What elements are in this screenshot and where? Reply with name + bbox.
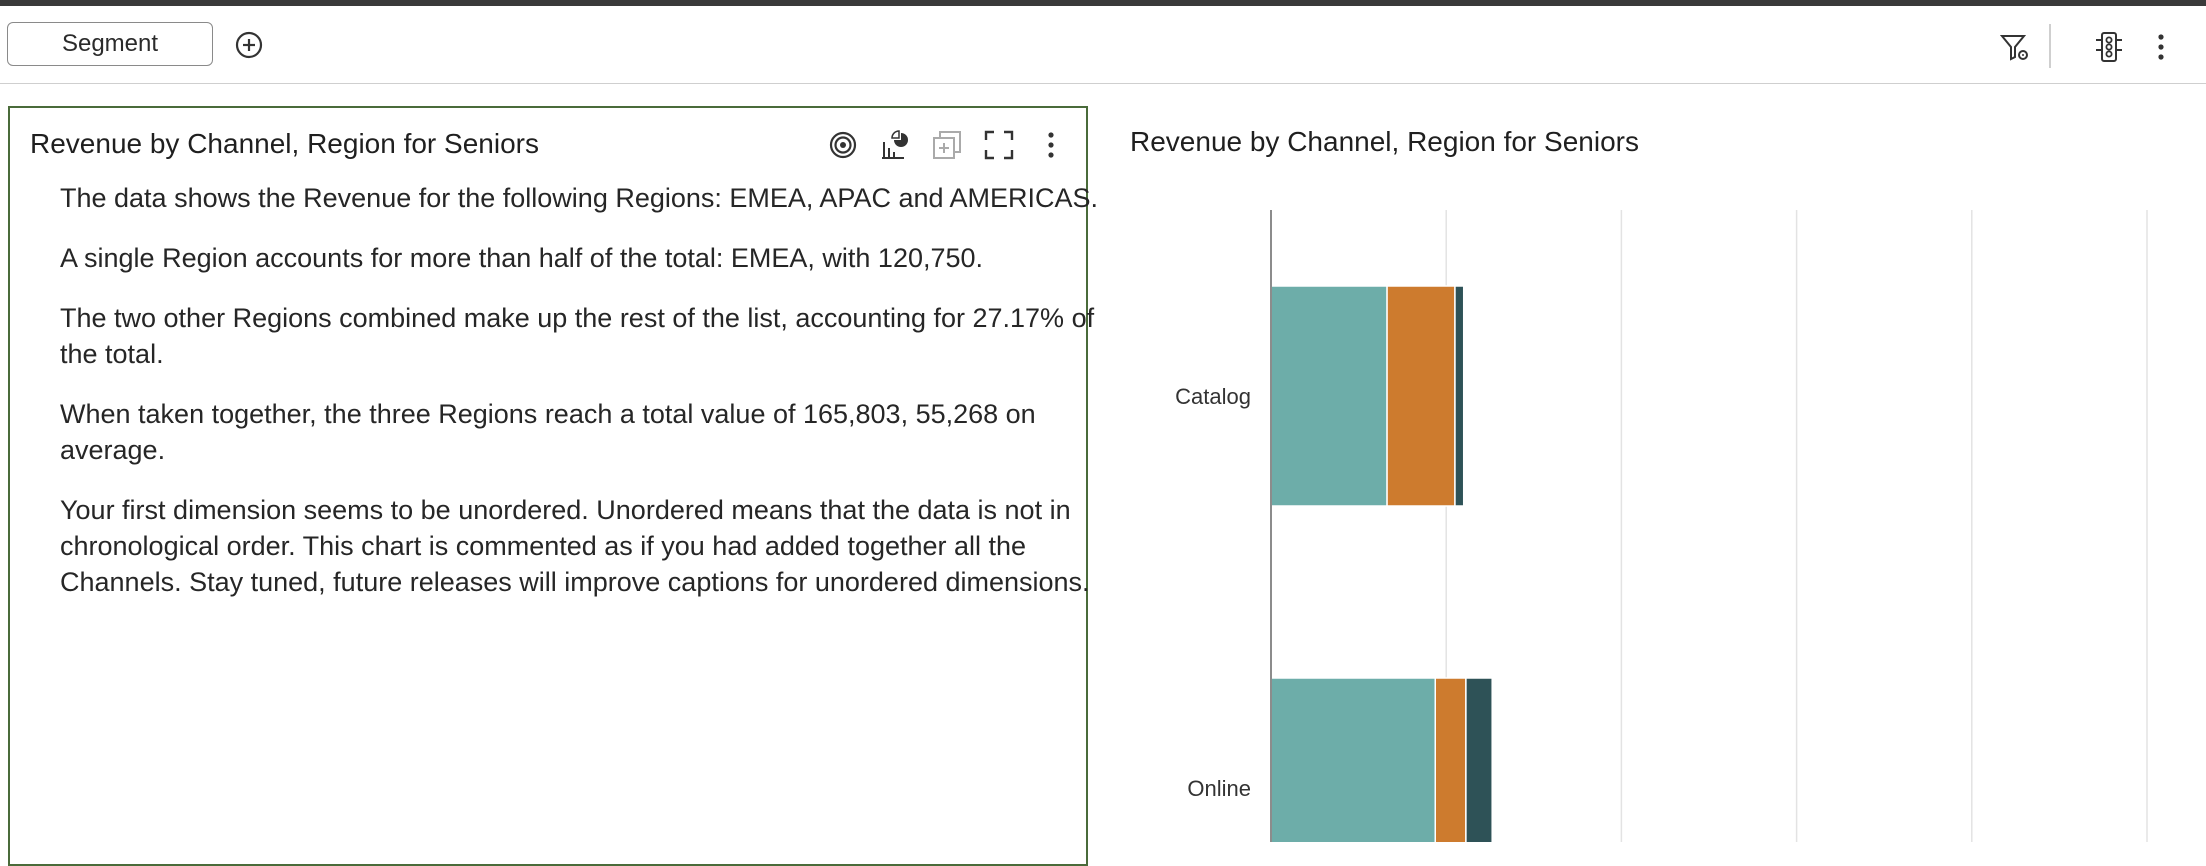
category-label: Catalog: [1175, 384, 1251, 409]
segment-button[interactable]: Segment: [7, 22, 213, 66]
filter-settings-icon[interactable]: [1998, 30, 2032, 64]
narrative-paragraph: Your first dimension seems to be unorder…: [60, 495, 1090, 597]
add-circle-icon[interactable]: [234, 30, 264, 60]
narrative-paragraph: A single Region accounts for more than h…: [60, 243, 984, 273]
toolbar-separator: [2049, 24, 2051, 68]
narrative-panel[interactable]: Revenue by Channel, Region for Seniors T…: [8, 106, 1098, 866]
more-vertical-icon[interactable]: [2144, 30, 2178, 64]
bar-segment[interactable]: [1270, 285, 1388, 507]
top-border: [0, 0, 2206, 6]
chart-title: Revenue by Channel, Region for Seniors: [1130, 126, 1639, 157]
narrative-text: The data shows the Revenue for the follo…: [60, 180, 1100, 624]
toolbar: Segment: [0, 6, 2206, 84]
bar-segment[interactable]: [1386, 285, 1456, 507]
traffic-light-icon[interactable]: [2092, 30, 2126, 64]
bar-segment[interactable]: [1270, 677, 1436, 842]
narrative-paragraph: The two other Regions combined make up t…: [60, 303, 1095, 369]
bar-segment[interactable]: [1434, 677, 1467, 842]
bar-chart[interactable]: Catalog Online: [1100, 200, 2206, 842]
panel-title: Revenue by Channel, Region for Seniors: [30, 128, 539, 159]
duplicate-icon[interactable]: [930, 128, 964, 162]
narrative-paragraph: When taken together, the three Regions r…: [60, 399, 1036, 465]
bar-segment[interactable]: [1465, 677, 1493, 842]
narrative-paragraph: The data shows the Revenue for the follo…: [60, 183, 1099, 213]
chart-pie-icon[interactable]: [878, 128, 912, 162]
target-icon[interactable]: [826, 128, 860, 162]
more-vertical-icon[interactable]: [1034, 128, 1068, 162]
fullscreen-icon[interactable]: [982, 128, 1016, 162]
category-label: Online: [1187, 776, 1251, 801]
bar-segment[interactable]: [1454, 285, 1465, 507]
